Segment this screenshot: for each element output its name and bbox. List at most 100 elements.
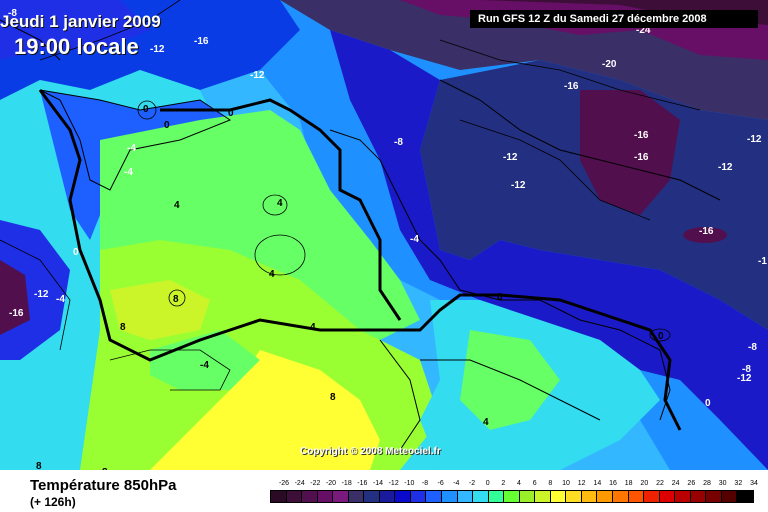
legend-tick-label: 28 xyxy=(703,480,711,487)
legend-swatch xyxy=(379,491,396,502)
isotherm-label: 0 xyxy=(705,398,711,409)
isotherm-label: -12 xyxy=(747,134,762,145)
legend-swatch xyxy=(286,491,303,502)
legend-swatch xyxy=(706,491,722,502)
warm-region-yellow xyxy=(150,350,380,470)
legend-tick-label: -8 xyxy=(421,480,429,487)
map-canvas: -8 -16 -12 -12 -24 -20 -16 -16 -16 -12 -… xyxy=(0,0,768,470)
isotherm-label: -1 xyxy=(758,256,767,267)
isotherm-label: -16 xyxy=(699,226,714,237)
legend-swatch xyxy=(628,491,645,502)
legend-tick-label: 22 xyxy=(656,480,664,487)
map-footer: Température 850hPa (+ 126h) -26 -24 -22 -20… xyxy=(0,470,768,512)
legend-tick-label: 4 xyxy=(517,480,521,487)
legend-tick-label: -24 xyxy=(294,480,305,487)
legend-tick-label: -26 xyxy=(278,480,290,487)
forecast-lead-time: (+ 126h) xyxy=(30,495,76,509)
isotherm-label: -16 xyxy=(634,152,649,163)
isotherm-label: 4 xyxy=(483,417,489,428)
forecast-time: 19:00 locale xyxy=(14,34,139,59)
warm-region-yellowgreen xyxy=(110,280,210,340)
isotherm-label: 0 xyxy=(497,292,503,303)
legend-swatch xyxy=(395,491,411,502)
legend-tick-label: -20 xyxy=(325,480,337,487)
legend-tick-label: -10 xyxy=(404,480,415,487)
isotherm-label: -4 xyxy=(200,360,209,371)
isotherm-label: 4 xyxy=(310,322,316,333)
isotherm-label: 0 xyxy=(143,104,149,115)
isotherm-label: -4 xyxy=(56,294,65,305)
isotherm-label: 0 xyxy=(164,120,170,131)
legend-swatch xyxy=(737,491,753,502)
warm-pocket-green xyxy=(150,330,260,390)
legend-swatch xyxy=(317,491,334,502)
legend-swatch xyxy=(566,491,582,502)
legend-tick-label: -12 xyxy=(388,480,399,487)
legend-tick-label: 18 xyxy=(624,480,633,487)
legend-swatch xyxy=(581,491,598,502)
isotherm-label: 8 xyxy=(36,461,42,470)
legend-swatch xyxy=(442,491,458,502)
isotherm-label: -12 xyxy=(737,373,752,384)
cold-region-europe xyxy=(290,30,768,470)
model-run-banner: Run GFS 12 Z du Samedi 27 décembre 2008 xyxy=(470,10,758,28)
temperature-color-legend xyxy=(270,490,754,503)
legend-tick-label: 26 xyxy=(687,480,696,487)
isotherm-label: 4 xyxy=(269,269,275,280)
legend-swatch xyxy=(644,491,660,502)
isotherms xyxy=(0,0,701,391)
legend-tick-label: 0 xyxy=(485,480,490,487)
legend-tick-label: -2 xyxy=(468,480,476,487)
legend-tick-label: 32 xyxy=(734,480,743,487)
legend-swatch xyxy=(473,491,489,502)
legend-swatch xyxy=(333,491,349,502)
legend-tick-label: -16 xyxy=(357,480,368,487)
isotherm-label: 4 xyxy=(277,198,283,209)
isotherm-label: 8 xyxy=(173,294,179,305)
isotherm-label: -4 xyxy=(127,143,136,154)
legend-tick-label: 24 xyxy=(671,480,680,487)
legend-tick-label: 8 xyxy=(548,480,553,487)
legend-tick-label: 16 xyxy=(609,480,617,487)
legend-tick-label: -4 xyxy=(453,480,460,487)
isotherm-label: 8 xyxy=(330,392,336,403)
legend-swatch xyxy=(504,491,520,502)
legend-swatch xyxy=(721,491,738,502)
copyright-notice: Copyright © 2008 Meteociel.fr xyxy=(300,446,441,457)
legend-swatch xyxy=(519,491,536,502)
temperature-map: -8 -16 -12 -12 -24 -20 -16 -16 -16 -12 -… xyxy=(0,0,768,470)
legend-swatch xyxy=(613,491,629,502)
mediterranean-warm-region xyxy=(460,330,560,430)
isotherm-label: -16 xyxy=(564,81,579,92)
isotherm-labels: -8 -16 -12 -12 -24 -20 -16 -16 -16 -12 -… xyxy=(8,8,767,470)
legend-swatch xyxy=(690,491,707,502)
isotherm-label: -24 xyxy=(636,25,651,36)
zero-isotherm xyxy=(38,89,682,431)
legend-tick-label: 34 xyxy=(750,480,758,487)
legend-swatch xyxy=(535,491,551,502)
legend-swatch xyxy=(426,491,443,502)
isotherm-label: -12 xyxy=(511,180,526,191)
legend-swatch xyxy=(364,491,380,502)
isotherm-label: -12 xyxy=(150,44,165,55)
legend-tick-label: 20 xyxy=(640,480,649,487)
legend-swatch xyxy=(597,491,614,502)
legend-swatch xyxy=(675,491,691,502)
legend-tick-label: 10 xyxy=(562,480,570,487)
isotherm-label: -12 xyxy=(503,152,518,163)
isotherm-label: -4 xyxy=(410,234,419,245)
forecast-date: Jeudi 1 janvier 2009 xyxy=(0,12,161,31)
isotherm-label: 4 xyxy=(174,200,180,211)
isotherm-label: 0 xyxy=(73,247,79,258)
isotherm-label: -8 xyxy=(742,364,751,375)
isotherm-label: 8 xyxy=(102,467,108,470)
legend-tick-label: -6 xyxy=(437,480,444,487)
legend-tick-label: 6 xyxy=(532,480,537,487)
isotherm-label: -4 xyxy=(124,167,133,178)
legend-swatch xyxy=(348,491,365,502)
cold-pool-west-core xyxy=(0,260,30,335)
isotherm-label: -20 xyxy=(602,59,617,70)
legend-swatch xyxy=(302,491,318,502)
isotherm-label: -16 xyxy=(9,308,24,319)
